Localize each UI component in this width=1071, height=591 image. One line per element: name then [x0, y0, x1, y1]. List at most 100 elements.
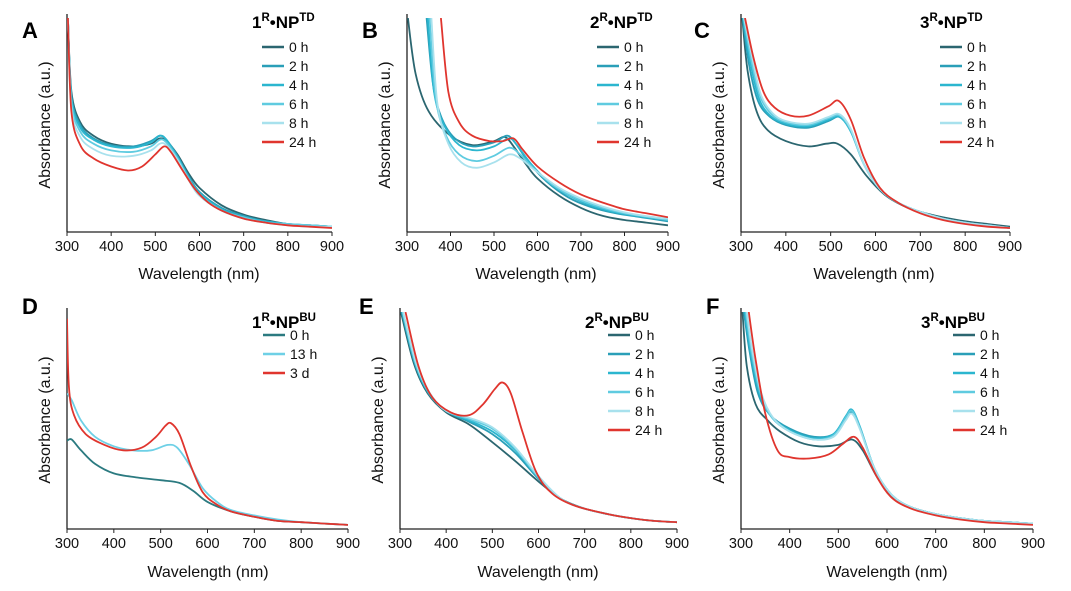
title-sup2: BU — [632, 312, 649, 324]
title-sup2: TD — [637, 12, 652, 24]
legend-label: 2 h — [635, 346, 654, 362]
x-tick-label: 300 — [729, 239, 753, 255]
x-axis-title: Wavelength (nm) — [826, 564, 947, 581]
x-tick-label: 600 — [526, 536, 550, 552]
x-axis-title: Wavelength (nm) — [813, 266, 934, 283]
x-tick-label: 700 — [573, 536, 597, 552]
x-tick-label: 600 — [863, 239, 887, 255]
legend-label: 8 h — [624, 115, 643, 131]
legend: 0 h 2 h 4 h 6 h 8 h 24 h — [262, 39, 316, 150]
legend-label: 13 h — [290, 346, 317, 362]
legend-label: 24 h — [635, 422, 662, 438]
x-tick-label: 700 — [569, 239, 593, 255]
x-tick-label: 500 — [143, 239, 167, 255]
x-tick-label: 300 — [55, 239, 79, 255]
title-base: 2 — [590, 13, 599, 32]
x-axis-title: Wavelength (nm) — [147, 564, 268, 581]
panel-e: E 2R•NPBU 300 400 500 600 700 800 900 Wavelength … — [359, 294, 689, 581]
legend-label: 0 h — [289, 39, 308, 55]
y-axis-title: Absorbance (a.u.) — [377, 61, 394, 188]
legend-label: 2 h — [980, 346, 999, 362]
legend-label: 6 h — [624, 96, 643, 112]
title-base: 1 — [252, 13, 261, 32]
x-tick-label: 300 — [55, 536, 79, 552]
title-sup1: R — [930, 312, 939, 324]
x-tick-label: 500 — [819, 239, 843, 255]
title-base: 3 — [920, 13, 929, 32]
title-mid: •NP — [608, 13, 638, 32]
series-line-3-d — [67, 318, 348, 526]
title-mid: •NP — [270, 13, 300, 32]
x-tick-label: 300 — [729, 536, 753, 552]
series-line-0-h — [407, 18, 668, 227]
legend-label: 8 h — [980, 403, 999, 419]
x-axis-title: Wavelength (nm) — [475, 266, 596, 283]
series-line-0-h — [67, 438, 348, 526]
x-tick-label: 800 — [289, 536, 313, 552]
x-tick-label: 400 — [99, 239, 123, 255]
panel-letter: A — [22, 18, 38, 43]
panel-letter: D — [22, 294, 38, 319]
legend-label: 8 h — [967, 115, 986, 131]
x-tick-label: 900 — [998, 239, 1022, 255]
x-tick-label: 600 — [875, 536, 899, 552]
legend-label: 6 h — [289, 96, 308, 112]
legend: 0 h 2 h 4 h 6 h 8 h 24 h — [940, 39, 994, 150]
title-mid: •NP — [603, 313, 633, 332]
title-sup2: TD — [299, 12, 314, 24]
legend-label: 8 h — [289, 115, 308, 131]
legend-label: 8 h — [635, 403, 654, 419]
series-line-8-h — [430, 18, 668, 220]
x-tick-label: 500 — [826, 536, 850, 552]
panel-d: D 1R•NPBU 300 400 500 600 700 800 900 Wavelength … — [22, 294, 360, 581]
x-tick-label: 900 — [320, 239, 344, 255]
title-sup1: R — [599, 12, 608, 24]
title-sup2: TD — [967, 12, 982, 24]
x-tick-label: 300 — [395, 239, 419, 255]
legend: 0 h 13 h 3 d — [263, 327, 317, 381]
y-axis-title: Absorbance (a.u.) — [37, 61, 54, 188]
title-mid: •NP — [938, 13, 968, 32]
legend-label: 4 h — [289, 77, 308, 93]
title-base: 1 — [252, 313, 261, 332]
series-line-24-h — [67, 18, 332, 229]
x-tick-label: 900 — [656, 239, 680, 255]
title-base: 3 — [921, 313, 930, 332]
series-line-24-h — [744, 18, 1010, 229]
series-line-13-h — [67, 392, 348, 526]
series-line-4-h — [427, 18, 668, 221]
x-tick-label: 600 — [525, 239, 549, 255]
title-sup1: R — [261, 312, 270, 324]
title-sup2: BU — [299, 312, 316, 324]
legend-label: 2 h — [967, 58, 986, 74]
legend-label: 0 h — [624, 39, 643, 55]
series-line-24-h — [440, 18, 668, 219]
panel-letter: C — [694, 18, 710, 43]
legend-label: 6 h — [980, 384, 999, 400]
title-sup2: BU — [968, 312, 985, 324]
panel-title: 1R•NPTD — [252, 12, 315, 32]
title-mid: •NP — [939, 313, 969, 332]
x-tick-label: 900 — [336, 536, 360, 552]
legend-label: 0 h — [967, 39, 986, 55]
x-tick-label: 500 — [480, 536, 504, 552]
panel-b: B 2R•NPTD 300 400 500 600 700 800 900 Wavelength … — [362, 12, 680, 283]
x-tick-label: 700 — [242, 536, 266, 552]
x-axis-title: Wavelength (nm) — [138, 266, 259, 283]
x-tick-label: 400 — [438, 239, 462, 255]
title-sup1: R — [261, 12, 270, 24]
x-tick-label: 400 — [774, 239, 798, 255]
x-tick-label: 500 — [149, 536, 173, 552]
series-line-8-h — [745, 312, 1033, 525]
legend: 0 h 2 h 4 h 6 h 8 h 24 h — [597, 39, 651, 150]
x-tick-label: 400 — [778, 536, 802, 552]
x-tick-label: 800 — [612, 239, 636, 255]
legend: 0 h 2 h 4 h 6 h 8 h 24 h — [953, 327, 1007, 438]
series-group — [400, 312, 677, 524]
series-line-4-h — [67, 18, 332, 228]
x-tick-label: 400 — [434, 536, 458, 552]
y-axis-title: Absorbance (a.u.) — [711, 61, 728, 188]
series-group — [67, 318, 348, 526]
title-sup1: R — [929, 12, 938, 24]
title-mid: •NP — [270, 313, 300, 332]
